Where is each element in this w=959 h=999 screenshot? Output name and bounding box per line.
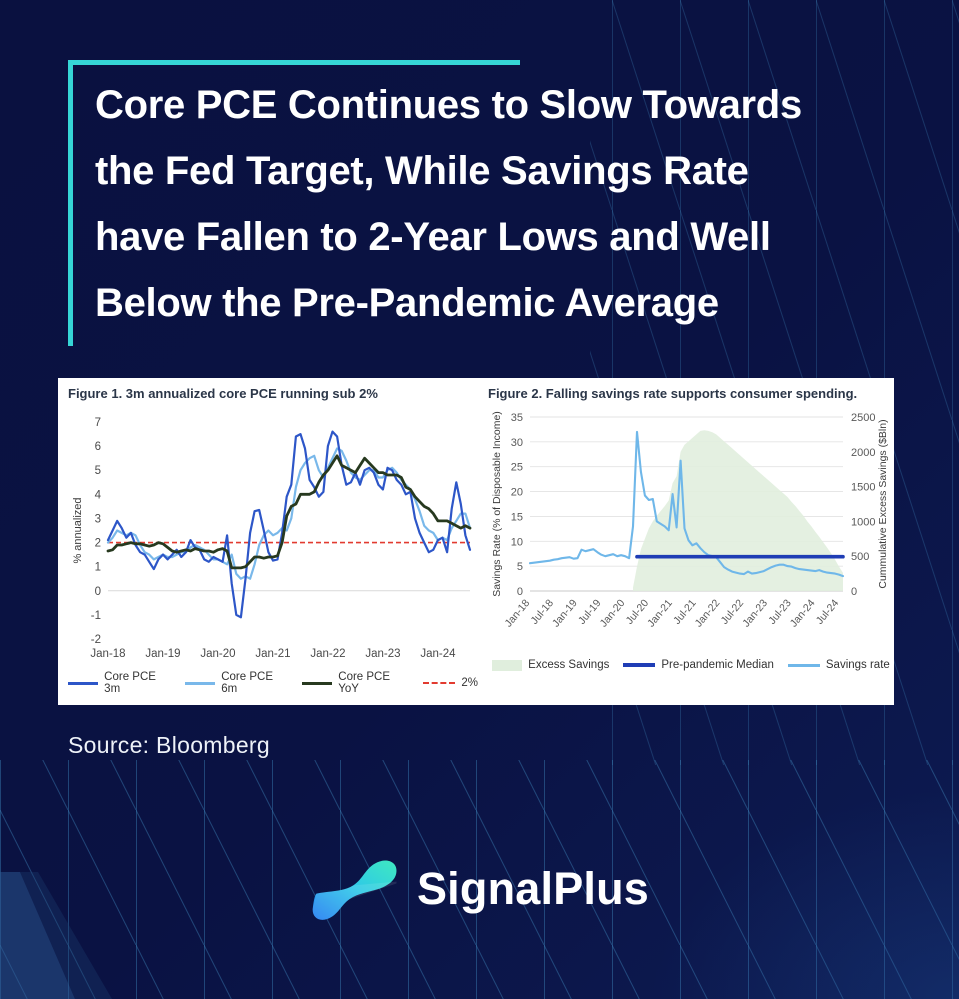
fig1-xtick-label: Jan-20 xyxy=(200,648,235,660)
fig2-xtick-label: Jan-23 xyxy=(740,597,770,629)
fig1-ytick-label: 6 xyxy=(95,441,101,453)
fig2-xtick-label: Jan-22 xyxy=(693,597,723,629)
figure-1-legend: Core PCE 3m Core PCE 6m Core PCE YoY 2% xyxy=(68,671,478,695)
fig1-xtick-label: Jan-19 xyxy=(145,648,180,660)
legend-item: Excess Savings xyxy=(492,659,609,671)
fig2-ytick-left-label: 10 xyxy=(511,536,523,548)
fig2-xtick-label: Jan-18 xyxy=(502,597,532,629)
fig1-series-core-pce-yoy xyxy=(106,454,472,570)
fig1-series-core-pce-3m xyxy=(106,430,472,619)
legend-line-swatch xyxy=(623,663,656,667)
fig1-xtick-label: Jan-23 xyxy=(365,648,400,660)
legend-line-swatch xyxy=(68,681,99,685)
title-line-4: Below the Pre-Pandemic Average xyxy=(95,281,719,325)
fig1-xtick-label: Jan-18 xyxy=(90,648,125,660)
legend-area-swatch xyxy=(492,659,523,671)
fig2-y-axis-right-label: Cummulative Excess Savings ($Bln) xyxy=(877,419,889,588)
charts-panel: Figure 1. 3m annualized core PCE running… xyxy=(58,378,894,705)
fig1-ytick-label: 1 xyxy=(95,562,101,574)
fig1-ytick-label: 7 xyxy=(95,417,101,429)
fig2-xtick-label: Jan-19 xyxy=(550,597,580,629)
figure-2-legend: Excess Savings Pre-pandemic Median Savings… xyxy=(488,659,894,671)
figure-1-title: Figure 1. 3m annualized core PCE running… xyxy=(68,386,378,401)
legend-label: Core PCE 3m xyxy=(104,671,156,695)
fig2-ytick-left-label: 5 xyxy=(517,561,523,573)
fig1-ytick-label: -1 xyxy=(91,610,101,622)
fig1-y-axis-label: % annualized xyxy=(72,497,84,563)
fig1-ytick-label: 2 xyxy=(95,538,101,550)
page-title: Core PCE Continues to Slow Towards the F… xyxy=(95,72,802,336)
title-line-1: Core PCE Continues to Slow Towards xyxy=(95,83,802,127)
fig1-xtick-label: Jan-22 xyxy=(310,648,345,660)
fig1-ytick-label: 5 xyxy=(95,465,101,477)
fig1-ytick-label: -2 xyxy=(91,634,101,646)
fig1-ytick-label: 4 xyxy=(95,489,102,501)
fig2-ytick-right-label: 0 xyxy=(851,586,857,598)
legend-item: 2% xyxy=(423,677,478,689)
fig2-ytick-right-label: 500 xyxy=(851,551,869,563)
legend-label: Excess Savings xyxy=(528,659,610,671)
legend-label: 2% xyxy=(461,677,479,689)
fig2-ytick-right-label: 2500 xyxy=(851,412,875,424)
fig1-xtick-label: Jan-21 xyxy=(255,648,290,660)
legend-line-swatch xyxy=(185,681,216,685)
legend-item: Core PCE YoY xyxy=(302,671,409,695)
corner-triangle-light xyxy=(0,872,75,999)
fig2-xtick-label: Jan-20 xyxy=(598,597,628,629)
title-line-3: have Fallen to 2-Year Lows and Well xyxy=(95,215,771,259)
figure-1: Figure 1. 3m annualized core PCE running… xyxy=(58,378,478,705)
fig2-ytick-left-label: 20 xyxy=(511,487,523,499)
legend-line-swatch xyxy=(787,663,820,667)
legend-label: Savings rate xyxy=(825,659,890,671)
fig2-ytick-right-label: 1000 xyxy=(851,516,875,528)
legend-item: Savings rate xyxy=(787,659,890,671)
fig2-ytick-left-label: 35 xyxy=(511,412,523,424)
title-accent-bracket xyxy=(68,60,520,346)
legend-item: Core PCE 6m xyxy=(185,671,288,695)
fig2-xtick-label: Jan-21 xyxy=(645,597,675,629)
signalplus-logo-icon xyxy=(312,860,397,920)
legend-line-swatch xyxy=(302,681,333,685)
fig2-ytick-right-label: 1500 xyxy=(851,482,875,494)
title-line-2: the Fed Target, While Savings Rate xyxy=(95,149,749,193)
fig2-savings-rate-line xyxy=(528,430,845,578)
legend-label: Pre-pandemic Median xyxy=(661,659,774,671)
figure-2-title: Figure 2. Falling savings rate supports … xyxy=(488,386,858,401)
fig2-y-axis-left-label: Savings Rate (% of Disposable Income) xyxy=(491,411,503,597)
legend-label: Core PCE YoY xyxy=(338,671,391,695)
fig1-ytick-label: 0 xyxy=(95,586,101,598)
figure-1-chart: 7 6 5 4 3 2 1 0 -1 -2 Jan-18 Jan-19 Jan-20 Jan-21 Jan-… xyxy=(72,417,472,660)
figure-2-chart: 0 5 10 15 20 25 30 35 0 500 1000 1500 2000 2500 Saving… xyxy=(491,411,889,629)
source-text: Source: Bloomberg xyxy=(68,732,270,758)
legend-item: Pre-pandemic Median xyxy=(623,659,774,671)
legend-dashed-line-swatch xyxy=(423,682,456,684)
fig2-ytick-left-label: 0 xyxy=(517,586,523,598)
fig2-xtick-label: Jul-24 xyxy=(814,597,842,627)
fig1-ytick-label: 3 xyxy=(95,513,101,525)
fig2-ytick-left-label: 15 xyxy=(511,511,523,523)
brand-logo-row: SignalPlus xyxy=(0,850,959,928)
fig2-ytick-left-label: 30 xyxy=(511,437,523,449)
fig1-xtick-label: Jan-24 xyxy=(420,648,456,660)
fig2-ytick-right-label: 2000 xyxy=(851,447,875,459)
fig2-ytick-left-label: 25 xyxy=(511,462,523,474)
legend-item: Core PCE 3m xyxy=(68,671,171,695)
brand-name: SignalPlus xyxy=(416,863,650,914)
fig2-excess-savings-area xyxy=(633,430,843,591)
fig2-xtick-label: Jan-24 xyxy=(788,597,818,629)
legend-label: Core PCE 6m xyxy=(221,671,273,695)
corner-glow xyxy=(520,700,959,999)
corner-triangle-faint xyxy=(20,872,112,999)
figure-2: Figure 2. Falling savings rate supports … xyxy=(478,378,894,705)
